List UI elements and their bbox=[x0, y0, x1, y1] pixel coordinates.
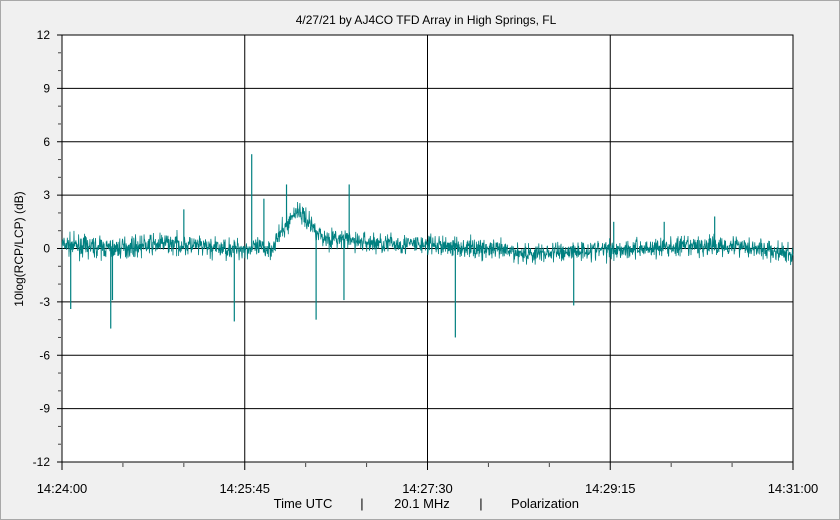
y-tick-label: 6 bbox=[43, 135, 50, 149]
x-label-time: Time UTC bbox=[274, 496, 333, 511]
y-tick-label: -9 bbox=[39, 402, 50, 416]
x-label-separator: | bbox=[479, 496, 482, 511]
x-tick-label: 14:25:45 bbox=[219, 481, 270, 496]
x-label-mode: Polarization bbox=[511, 496, 579, 511]
x-label-separator: | bbox=[360, 496, 363, 511]
y-axis: 12 9 6 3 0 -3 -6 -9 -12 bbox=[33, 28, 62, 469]
y-tick-label: -3 bbox=[39, 295, 50, 309]
series-trace bbox=[61, 201, 794, 266]
y-tick-label: 12 bbox=[37, 28, 51, 42]
y-tick-label: -12 bbox=[33, 455, 51, 469]
y-tick-label: 3 bbox=[43, 188, 50, 202]
x-label-frequency: 20.1 MHz bbox=[394, 496, 450, 511]
y-tick-label: -6 bbox=[39, 348, 50, 362]
y-tick-label: 9 bbox=[43, 81, 50, 95]
x-tick-label: 14:24:00 bbox=[37, 481, 88, 496]
x-tick-label: 14:29:15 bbox=[585, 481, 636, 496]
y-axis-label: 10log(RCP/LCP) (dB) bbox=[12, 191, 26, 306]
y-tick-label: 0 bbox=[43, 242, 50, 256]
chart-title: 4/27/21 by AJ4CO TFD Array in High Sprin… bbox=[296, 13, 557, 27]
x-axis-label: Time UTC | 20.1 MHz | Polarization bbox=[274, 496, 579, 511]
x-tick-label: 14:27:30 bbox=[402, 481, 453, 496]
x-axis: 14:24:00 14:25:45 14:27:30 14:29:15 14:31:00 bbox=[37, 462, 819, 496]
x-tick-label: 14:31:00 bbox=[768, 481, 819, 496]
data-series bbox=[61, 154, 794, 338]
